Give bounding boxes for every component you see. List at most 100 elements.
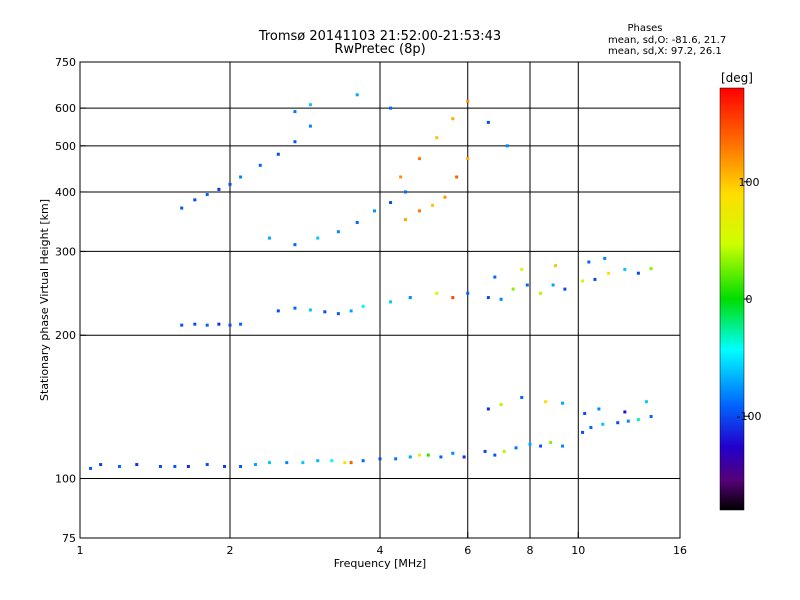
data-point <box>520 267 524 271</box>
data-point <box>378 457 382 461</box>
colorbar-tick-label: 0 <box>746 293 753 306</box>
data-point <box>583 411 587 415</box>
data-point <box>343 461 347 465</box>
data-point <box>626 419 630 423</box>
data-point <box>301 461 305 465</box>
data-point <box>505 144 509 148</box>
y-tick-label: 750 <box>55 56 76 69</box>
data-point <box>636 271 640 275</box>
y-tick-label: 100 <box>55 473 76 486</box>
data-point <box>349 309 353 313</box>
data-point <box>644 400 648 404</box>
colorbar-label: [deg] <box>721 71 753 85</box>
data-point <box>316 236 320 240</box>
phase-legend-header: Phases <box>627 23 662 34</box>
data-point <box>514 446 518 450</box>
data-point <box>276 152 280 156</box>
data-point <box>336 230 340 234</box>
data-point <box>549 441 553 445</box>
data-point <box>394 457 398 461</box>
data-point <box>389 106 393 110</box>
data-point <box>483 449 487 453</box>
data-point <box>544 400 548 404</box>
data-point <box>466 291 470 295</box>
x-tick-label: 1 <box>77 544 84 557</box>
data-point <box>593 277 597 281</box>
colorbar-gradient <box>719 87 745 511</box>
data-point <box>493 453 497 457</box>
data-point <box>649 267 653 271</box>
data-point <box>403 190 407 194</box>
data-point <box>336 312 340 316</box>
data-point <box>417 209 421 213</box>
data-point <box>525 283 529 287</box>
data-point <box>601 422 605 426</box>
data-point <box>217 322 221 326</box>
data-point <box>443 195 447 199</box>
y-tick-label: 600 <box>55 102 76 115</box>
data-point <box>435 291 439 295</box>
data-point <box>389 201 393 205</box>
data-point <box>285 461 289 465</box>
data-point <box>539 444 543 448</box>
data-point <box>117 464 121 468</box>
data-point <box>502 449 506 453</box>
data-point <box>426 453 430 457</box>
data-point <box>462 455 466 459</box>
data-point <box>239 464 243 468</box>
data-point <box>553 264 557 268</box>
colorbar: [deg] 100 0 -100 <box>719 71 762 511</box>
y-axis-label: Stationary phase Virtual Height [km] <box>38 199 51 401</box>
data-point <box>439 455 443 459</box>
data-point <box>99 463 103 467</box>
data-points <box>89 93 653 470</box>
x-tick-label: 2 <box>227 544 234 557</box>
data-point <box>158 464 162 468</box>
data-point <box>330 459 334 463</box>
data-point <box>408 455 412 459</box>
data-point <box>435 136 439 140</box>
y-tick-label: 75 <box>62 532 76 545</box>
data-point <box>239 322 243 326</box>
phase-legend-o: mean, sd,O: -81.6, 21.7 <box>608 35 726 46</box>
colorbar-ticks: 100 0 -100 <box>737 176 762 423</box>
phase-legend-x: mean, sd,X: 97.2, 26.1 <box>608 46 722 57</box>
data-point <box>451 296 455 300</box>
y-axis-ticks: 75 100 200 300 400 500 600 750 <box>55 56 86 545</box>
data-point <box>623 410 627 414</box>
data-point <box>551 283 555 287</box>
data-point <box>228 182 232 186</box>
data-point <box>597 407 601 411</box>
data-point <box>563 287 567 291</box>
data-point <box>389 300 393 304</box>
y-tick-label: 500 <box>55 140 76 153</box>
data-point <box>193 198 197 202</box>
data-point <box>511 287 515 291</box>
x-axis-label: Frequency [MHz] <box>334 557 426 570</box>
data-point <box>205 463 209 467</box>
data-point <box>589 425 593 429</box>
data-point <box>616 421 620 425</box>
data-point <box>223 464 227 468</box>
data-point <box>293 306 297 310</box>
y-tick-label: 400 <box>55 186 76 199</box>
data-point <box>308 103 312 107</box>
data-point <box>636 418 640 422</box>
data-point <box>308 308 312 312</box>
data-point <box>581 430 585 434</box>
data-point <box>649 414 653 418</box>
x-tick-label: 6 <box>464 544 471 557</box>
data-point <box>355 93 359 97</box>
data-point <box>308 124 312 128</box>
data-point <box>499 403 503 407</box>
data-point <box>455 175 459 179</box>
data-point <box>180 323 184 327</box>
data-point <box>623 267 627 271</box>
chart-subtitle: RwPretec (8p) <box>334 42 425 57</box>
x-tick-label: 8 <box>527 544 534 557</box>
data-point <box>466 99 470 103</box>
data-point <box>417 157 421 161</box>
data-point <box>349 461 353 465</box>
data-point <box>293 243 297 247</box>
data-point <box>451 117 455 121</box>
